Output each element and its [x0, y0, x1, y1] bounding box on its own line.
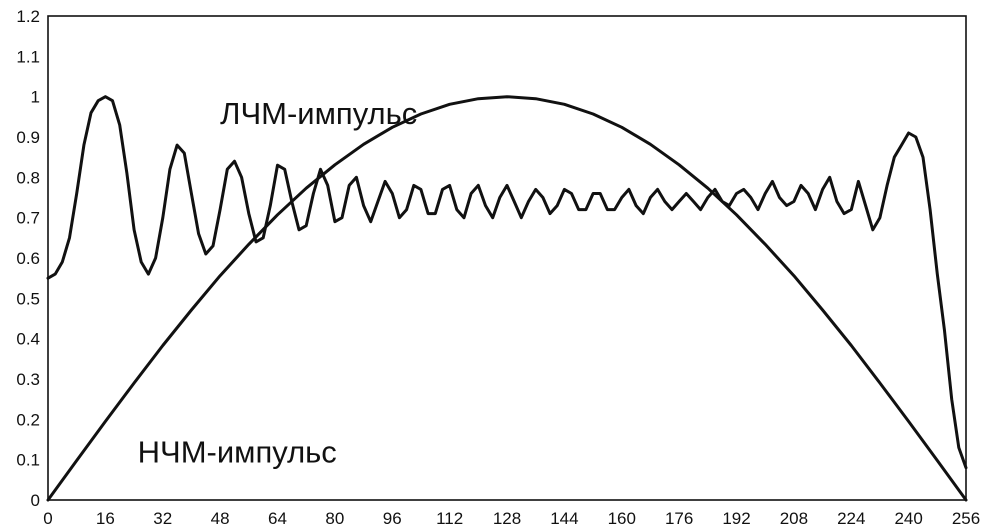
series-annotation-lchm: ЛЧМ-импульс — [220, 96, 417, 131]
x-tick-label: 32 — [153, 509, 172, 528]
y-tick-label: 0 — [31, 491, 40, 510]
y-tick-label: 0.9 — [16, 128, 40, 147]
x-tick-label: 48 — [211, 509, 230, 528]
y-tick-label: 0.2 — [16, 410, 40, 429]
x-tick-label: 64 — [268, 509, 287, 528]
x-tick-label: 176 — [665, 509, 693, 528]
x-tick-label: 208 — [780, 509, 808, 528]
annotations: ЛЧМ-импульс НЧМ-импульс — [138, 96, 418, 470]
y-axis: 0 0.1 0.2 0.3 0.4 0.5 0.6 0.7 0.8 0.9 1 1.1 1.2 — [16, 7, 40, 510]
x-tick-label: 240 — [894, 509, 922, 528]
x-tick-label: 128 — [493, 509, 521, 528]
x-axis: 0 16 32 48 64 80 96 112 128 144 160 176 192 208 224 240… — [43, 509, 980, 528]
x-tick-label: 0 — [43, 509, 52, 528]
x-tick-label: 16 — [96, 509, 115, 528]
x-tick-label: 160 — [608, 509, 636, 528]
x-tick-label: 192 — [722, 509, 750, 528]
y-tick-label: 0.6 — [16, 249, 40, 268]
y-tick-label: 1 — [31, 88, 40, 107]
y-tick-label: 0.1 — [16, 451, 40, 470]
x-tick-label: 144 — [550, 509, 578, 528]
x-tick-label: 112 — [436, 509, 463, 528]
y-tick-label: 0.4 — [16, 330, 40, 349]
y-tick-label: 0.3 — [16, 370, 40, 389]
series-layer — [46, 95, 968, 502]
y-tick-label: 0.5 — [16, 289, 40, 308]
x-tick-label: 96 — [383, 509, 402, 528]
x-tick-label: 224 — [837, 509, 865, 528]
y-tick-label: 1.2 — [16, 7, 40, 26]
x-tick-label: 80 — [325, 509, 344, 528]
y-tick-label: 1.1 — [16, 47, 40, 66]
plot-frame — [47, 15, 967, 501]
y-tick-label: 0.7 — [16, 209, 40, 228]
x-tick-label: 256 — [952, 509, 980, 528]
series-line-lchm — [46, 95, 968, 470]
series-line-nchm — [46, 95, 968, 502]
y-tick-label: 0.8 — [16, 168, 40, 187]
series-annotation-nchm: НЧМ-импульс — [138, 435, 337, 470]
